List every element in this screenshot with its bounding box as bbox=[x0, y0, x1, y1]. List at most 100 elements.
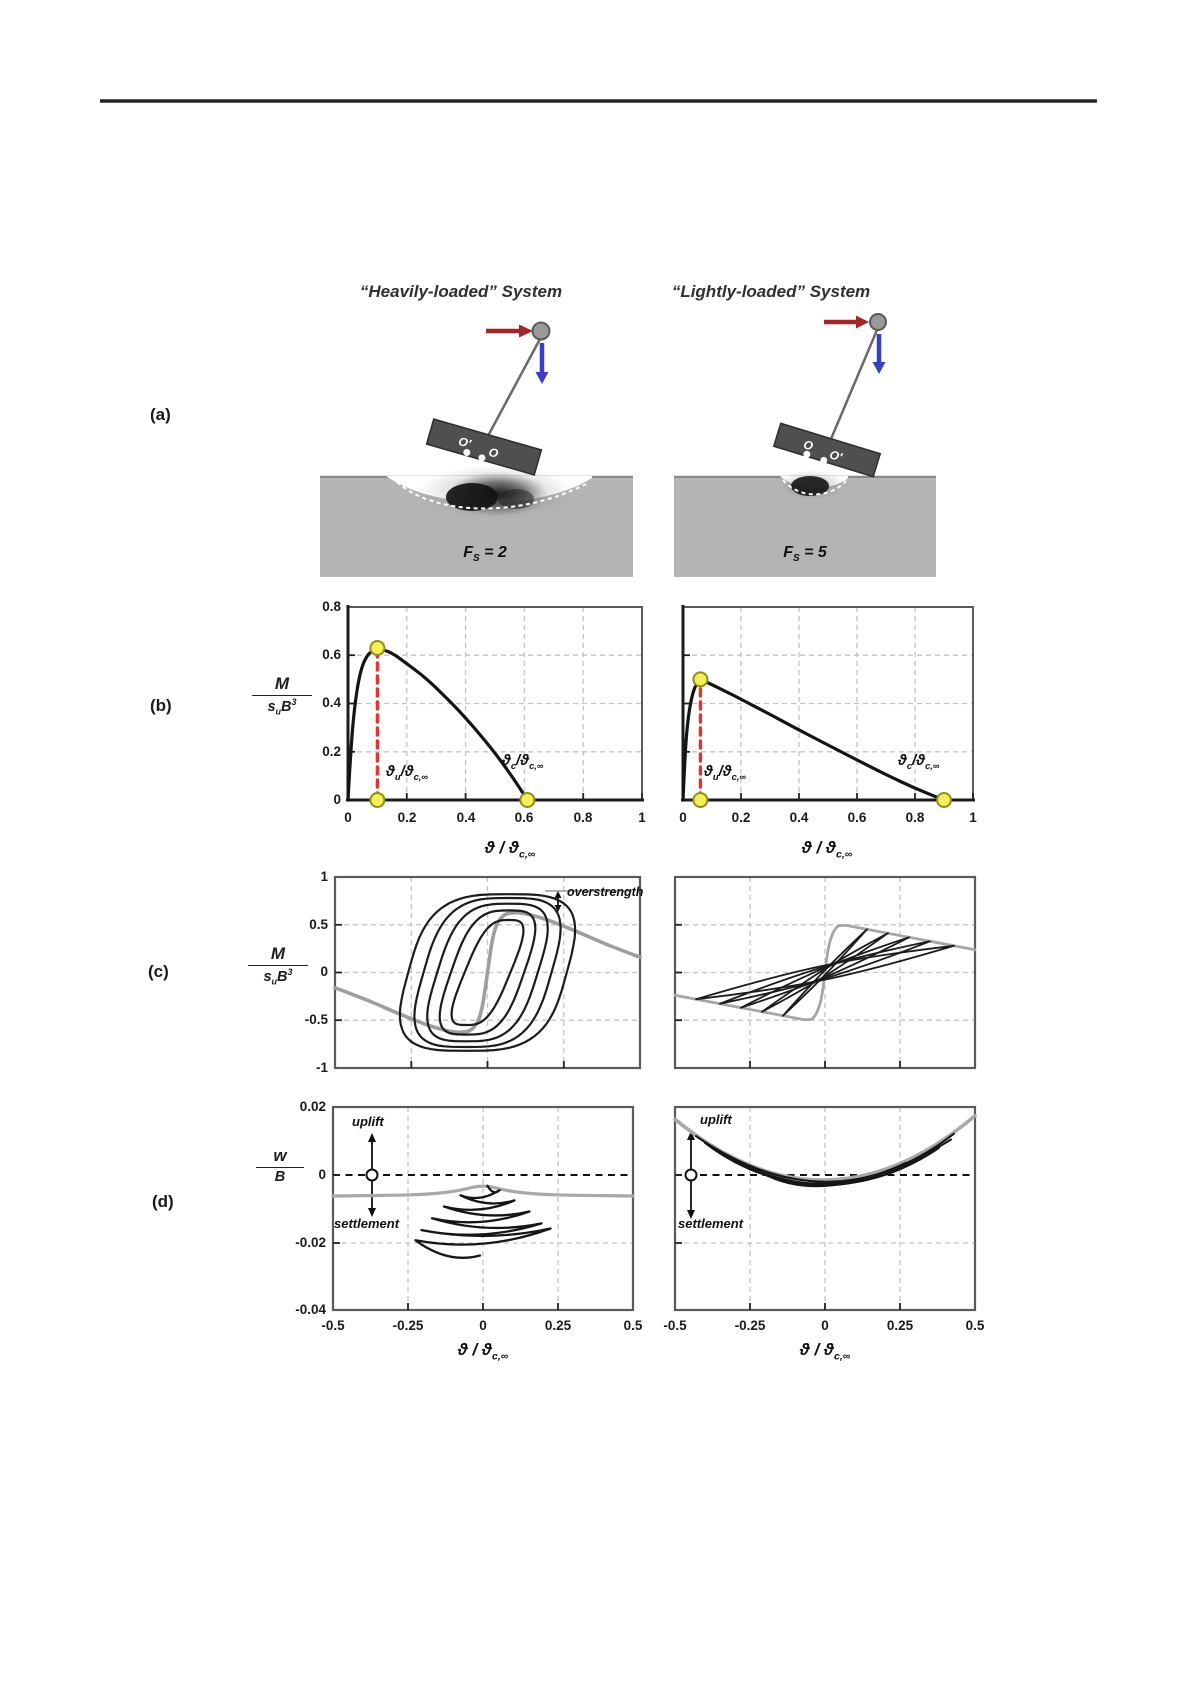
c-infinity-subscript: c,∞ bbox=[518, 848, 536, 861]
panel-a-heavy-system: O′ O bbox=[320, 321, 633, 577]
title-heavily-loaded: “Heavily-loaded” System bbox=[359, 282, 563, 301]
cubed-exponent: 3 bbox=[291, 697, 297, 707]
moment-numerator: M bbox=[270, 944, 286, 963]
point-o-prime-right: O′ bbox=[828, 447, 845, 464]
panel-label-b: (b) bbox=[150, 696, 172, 715]
panel-d-tickmarks bbox=[333, 1174, 901, 1310]
point-o-prime-left: O′ bbox=[457, 434, 474, 451]
b-xtick: 0.6 bbox=[514, 810, 534, 825]
pushover_light-curve bbox=[681, 679, 946, 802]
b-xtick: 0 bbox=[344, 810, 352, 825]
slash: / bbox=[516, 752, 521, 769]
horizontal-arrowhead-right bbox=[856, 315, 869, 329]
plastic-core2-left bbox=[498, 489, 534, 509]
c-infinity-subscript: c,∞ bbox=[925, 761, 940, 771]
d-xtick: -0.25 bbox=[392, 1318, 424, 1333]
c-ytick: 0.5 bbox=[309, 917, 328, 932]
panel-label-a: (a) bbox=[150, 405, 171, 424]
b-xtick: 1 bbox=[969, 810, 977, 825]
panel-a-light-system: O O′ bbox=[674, 313, 936, 577]
theta-u-label-left: ϑu/ϑc,∞ bbox=[386, 763, 428, 782]
d-xtick: 0 bbox=[479, 1318, 487, 1333]
theta-symbol: ϑ bbox=[502, 752, 511, 769]
d-ytick: 0.02 bbox=[299, 1099, 326, 1114]
theta-ratio: ϑ / ϑ bbox=[799, 1340, 834, 1359]
settlement-strand-4 bbox=[750, 1161, 907, 1188]
d-xtick: 0 bbox=[821, 1318, 829, 1333]
d-xtick: -0.5 bbox=[663, 1318, 687, 1333]
c-infinity-subscript: c,∞ bbox=[731, 772, 746, 782]
u-subscript: u bbox=[271, 976, 278, 987]
c-infinity-subscript: c,∞ bbox=[413, 772, 428, 782]
b-right-xaxis-label: ϑ / ϑc,∞ bbox=[757, 838, 897, 860]
lumped-mass-right bbox=[869, 313, 887, 331]
d-xtick: 0.25 bbox=[544, 1318, 572, 1333]
fs-symbol: F bbox=[463, 544, 474, 561]
fs-value-right: = 5 bbox=[804, 544, 827, 561]
hysteresis-loop-heavy-0 bbox=[450, 918, 525, 1027]
d-ytick: -0.04 bbox=[295, 1302, 326, 1317]
b-xtick: 0.8 bbox=[905, 810, 925, 825]
theta-symbol: ϑ bbox=[704, 763, 713, 780]
plastic-core-right bbox=[791, 476, 829, 496]
overstrength-annotation bbox=[545, 890, 632, 912]
horizontal-arrowhead-left bbox=[519, 324, 533, 338]
d-xtick: 0.5 bbox=[965, 1318, 985, 1333]
b-ytick: 0.2 bbox=[322, 744, 341, 759]
settlement-label-right: settlement bbox=[678, 1216, 744, 1231]
fs-label-right: FS = 5 bbox=[760, 544, 850, 564]
panel-b-tickmarks bbox=[348, 654, 974, 800]
fraction-bar bbox=[256, 1167, 304, 1168]
u-subscript: u bbox=[712, 772, 719, 782]
b-xtick: 0.8 bbox=[573, 810, 593, 825]
panel-c-gridlines bbox=[335, 877, 975, 1068]
pivot-dot-right-1 bbox=[803, 450, 811, 458]
hysteresis-loop-heavy-2 bbox=[426, 902, 549, 1043]
panel-label-c: (c) bbox=[148, 962, 169, 981]
theta-c-label-right: ϑc/ϑc,∞ bbox=[898, 752, 939, 771]
fraction-bar bbox=[248, 965, 308, 966]
uplift-arrowhead-right bbox=[687, 1131, 695, 1140]
panel-c-ylabel: M suB3 bbox=[248, 944, 308, 987]
vertical-arrowhead-right bbox=[872, 362, 886, 374]
fs-subscript: S bbox=[473, 553, 480, 565]
b-ytick: 0.6 bbox=[322, 647, 341, 662]
d-xtick: 0.5 bbox=[623, 1318, 643, 1333]
c-infinity-subscript: c,∞ bbox=[491, 1350, 509, 1363]
pushover_light-theta-u-marker bbox=[692, 792, 709, 808]
theta-u-label-right: ϑu/ϑc,∞ bbox=[704, 763, 746, 782]
theta-symbol: ϑ bbox=[520, 752, 530, 769]
c-ytick: 1 bbox=[320, 869, 328, 884]
settlement-arrowhead-right bbox=[687, 1210, 695, 1219]
zero-reference-circle-right bbox=[684, 1168, 698, 1182]
theta-c-label-left: ϑcc,∞/ϑc,∞ bbox=[502, 752, 543, 771]
theta-symbol: ϑ bbox=[722, 763, 732, 780]
b-xtick: 0.4 bbox=[456, 810, 476, 825]
hysteresis-loop-light-4 bbox=[695, 944, 955, 1001]
s-symbol: s bbox=[263, 968, 272, 985]
zero-reference-circle-left bbox=[365, 1168, 379, 1182]
B-denominator: B bbox=[274, 1169, 286, 1185]
fs-value-left: = 2 bbox=[484, 544, 507, 561]
deformation-contour-right bbox=[782, 479, 847, 496]
panel-c-tickmarks bbox=[335, 923, 901, 1068]
overstrength-arrow-down bbox=[554, 905, 562, 912]
s-symbol: s bbox=[267, 698, 276, 715]
b-xtick: 1 bbox=[638, 810, 646, 825]
cubed-exponent: 3 bbox=[287, 967, 293, 977]
c-infinity-subscript: c,∞ bbox=[529, 761, 544, 771]
hysteresis-loop-heavy-1 bbox=[438, 909, 537, 1036]
vertical-arrowhead-left bbox=[535, 372, 549, 384]
panel-d-gridlines bbox=[333, 1107, 975, 1310]
uplift-settlement-annotation-left bbox=[365, 1133, 379, 1217]
uplift-label-right: uplift bbox=[700, 1112, 732, 1127]
b-ytick: 0 bbox=[333, 792, 341, 807]
c-ytick: 0 bbox=[320, 964, 328, 979]
pivot-dot-left-1 bbox=[463, 448, 471, 456]
fs-subscript: S bbox=[793, 553, 800, 565]
B-symbol: B bbox=[277, 968, 288, 985]
overstrength-label: overstrength bbox=[567, 885, 644, 899]
c-subscript: c bbox=[906, 761, 913, 771]
foundation-slab-right bbox=[772, 422, 882, 478]
mast-right bbox=[829, 329, 879, 440]
